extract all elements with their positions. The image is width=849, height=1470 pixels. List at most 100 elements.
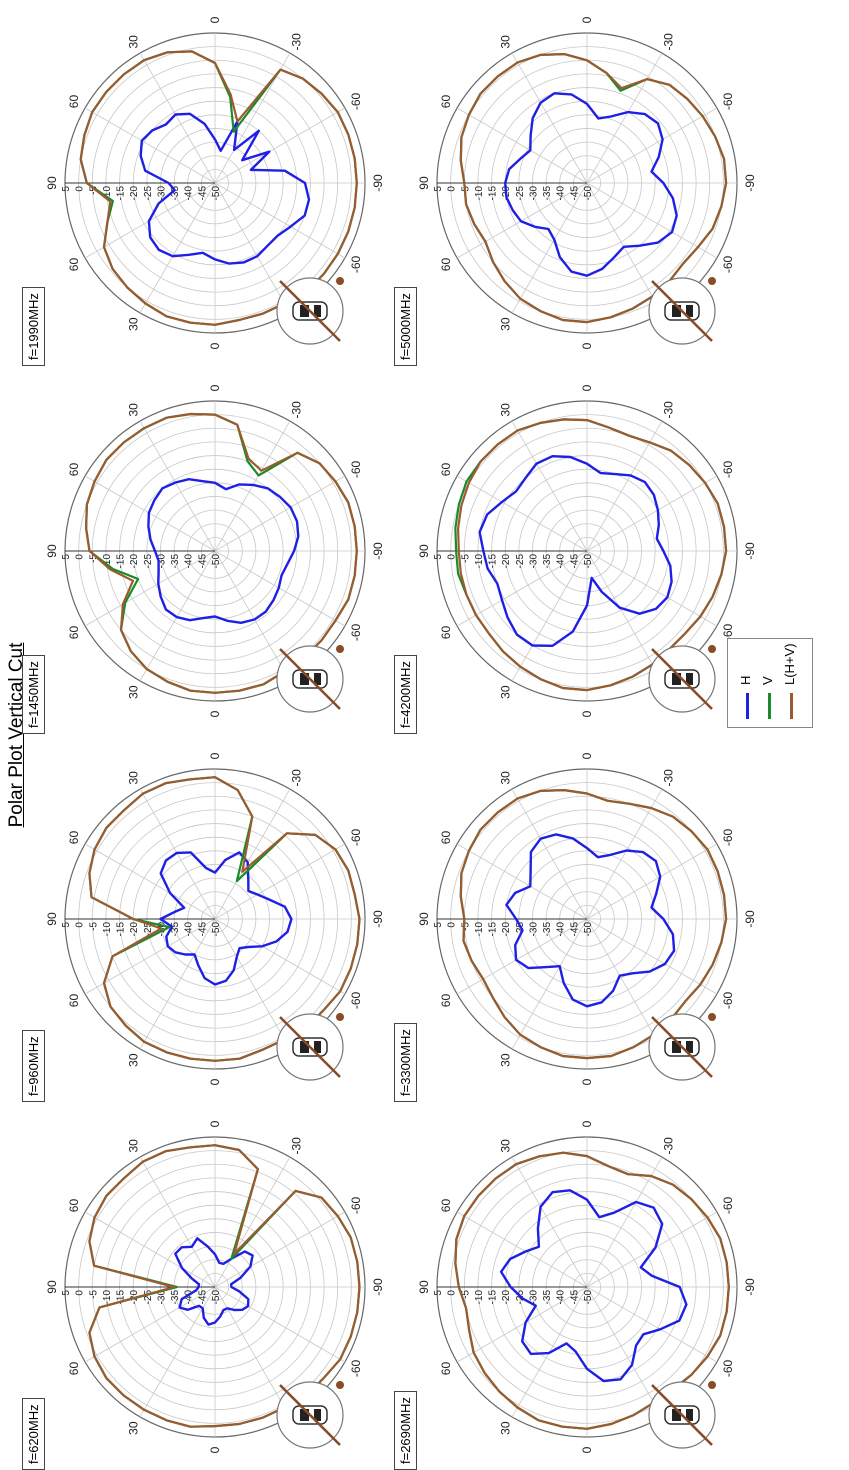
radial-tick-label: -5 xyxy=(460,1290,471,1299)
angle-tick-label: -90 xyxy=(371,910,385,928)
radial-tick-label: -50 xyxy=(583,554,594,569)
angle-tick-label: 90 xyxy=(45,1280,59,1294)
series-trace-h xyxy=(499,1189,688,1383)
radial-tick-label: -10 xyxy=(102,1290,113,1305)
series-trace-lhv xyxy=(88,776,361,1062)
angle-tick-label: 60 xyxy=(439,1199,453,1213)
polar-grid-spoke xyxy=(586,918,718,995)
angle-tick-label: 0 xyxy=(580,710,594,717)
angle-tick-label: -30 xyxy=(290,769,304,787)
angle-tick-label: 30 xyxy=(499,1053,513,1067)
polar-grid-spoke xyxy=(214,843,346,920)
legend-swatch-h xyxy=(746,693,749,719)
polar-grid-spoke xyxy=(586,1211,718,1288)
polar-plot: 9060300-30-60-90-60-300306050-5-10-15-20… xyxy=(417,16,757,349)
polar-grid-spoke xyxy=(511,918,588,1050)
radial-tick-label: -30 xyxy=(156,186,167,201)
angle-tick-label: 30 xyxy=(499,771,513,785)
polar-grid-spoke xyxy=(586,1156,663,1288)
radial-tick-label: 0 xyxy=(447,922,458,928)
frequency-label: f=3300MHz xyxy=(394,1023,417,1102)
angle-tick-label: 90 xyxy=(45,176,59,190)
radial-tick-label: -35 xyxy=(170,1290,181,1305)
radial-tick-label: -40 xyxy=(184,186,195,201)
angle-tick-label: 90 xyxy=(417,1280,431,1294)
radial-tick-label: -5 xyxy=(460,922,471,931)
radial-tick-label: -35 xyxy=(542,1290,553,1305)
radial-tick-label: -20 xyxy=(501,922,512,937)
angle-tick-label: 30 xyxy=(499,1139,513,1153)
legend-label-v: V xyxy=(760,676,775,685)
radial-tick-label: 5 xyxy=(61,1290,72,1296)
frequency-label: f=4200MHz xyxy=(394,655,417,734)
angle-tick-label: -60 xyxy=(721,1197,735,1215)
angle-tick-label: 0 xyxy=(208,710,222,717)
radial-tick-label: -25 xyxy=(143,186,154,201)
polar-grid-spoke xyxy=(511,52,588,184)
series-trace-lhv xyxy=(85,412,358,694)
frequency-label: f=620MHz xyxy=(22,1398,45,1470)
radial-tick-label: 5 xyxy=(433,186,444,192)
polar-grid-spoke xyxy=(456,918,588,995)
angle-tick-label: 60 xyxy=(67,831,81,845)
vehicle-orientation-icon xyxy=(648,1381,716,1449)
legend-label-h: H xyxy=(738,675,753,685)
radial-tick-label: -35 xyxy=(542,186,553,201)
polar-grid-spoke xyxy=(586,1286,663,1418)
radial-tick-label: -15 xyxy=(488,554,499,569)
frequency-label: f=5000MHz xyxy=(394,287,417,366)
radial-tick-label: -45 xyxy=(197,186,208,201)
angle-tick-label: 0 xyxy=(580,16,594,23)
angle-tick-label: 0 xyxy=(580,384,594,391)
angle-tick-label: 30 xyxy=(127,403,141,417)
angle-tick-label: -30 xyxy=(290,1137,304,1155)
radial-tick-label: -50 xyxy=(211,922,222,937)
polar-grid-spoke xyxy=(456,550,588,627)
polar-plot-panel: f=5000MHz9060300-30-60-90-60-300306050-5… xyxy=(394,0,757,366)
polar-grid-spoke xyxy=(84,843,216,920)
frequency-label: f=2690MHz xyxy=(394,1391,417,1470)
polar-grid-spoke xyxy=(214,1286,346,1363)
radial-tick-label: 0 xyxy=(75,554,86,560)
angle-tick-label: -90 xyxy=(371,542,385,560)
radial-tick-label: -30 xyxy=(528,186,539,201)
angle-tick-label: -90 xyxy=(743,1278,757,1296)
radial-tick-label: -15 xyxy=(116,922,127,937)
radial-tick-label: -10 xyxy=(474,554,485,569)
polar-grid-spoke xyxy=(586,550,718,627)
radial-tick-label: -15 xyxy=(116,186,127,201)
angle-tick-label: -60 xyxy=(349,1197,363,1215)
angle-tick-label: 30 xyxy=(127,1421,141,1435)
polar-grid-spoke xyxy=(214,182,291,314)
vehicle-orientation-icon xyxy=(276,1381,344,1449)
angle-tick-label: -90 xyxy=(743,542,757,560)
angle-tick-label: 30 xyxy=(499,35,513,49)
polar-grid-spoke xyxy=(139,918,216,1050)
angle-tick-label: 30 xyxy=(499,317,513,331)
angle-tick-label: -30 xyxy=(662,769,676,787)
angle-tick-label: -60 xyxy=(721,93,735,111)
radial-tick-label: -40 xyxy=(184,554,195,569)
radial-tick-label: -25 xyxy=(143,1290,154,1305)
polar-plot: 9060300-30-60-90-60-300306050-5-10-15-20… xyxy=(45,384,385,717)
radial-tick-label: -35 xyxy=(170,186,181,201)
radial-tick-label: 0 xyxy=(447,186,458,192)
polar-grid-spoke xyxy=(84,1211,216,1288)
angle-tick-label: -30 xyxy=(290,401,304,419)
angle-tick-label: -60 xyxy=(349,829,363,847)
angle-tick-label: 0 xyxy=(208,752,222,759)
polar-grid-spoke xyxy=(214,918,291,1050)
radial-tick-label: -50 xyxy=(211,186,222,201)
vehicle-orientation-icon xyxy=(648,1013,716,1081)
radial-tick-label: -15 xyxy=(488,922,499,937)
series-trace-h xyxy=(159,851,293,986)
radial-tick-label: 5 xyxy=(433,1290,444,1296)
angle-tick-label: 60 xyxy=(439,994,453,1008)
angle-tick-label: -30 xyxy=(290,33,304,51)
angle-tick-label: -60 xyxy=(721,256,735,274)
polar-grid-spoke xyxy=(511,420,588,552)
angle-tick-label: -60 xyxy=(721,829,735,847)
radial-tick-label: -5 xyxy=(88,186,99,195)
series-trace-h xyxy=(147,478,300,624)
